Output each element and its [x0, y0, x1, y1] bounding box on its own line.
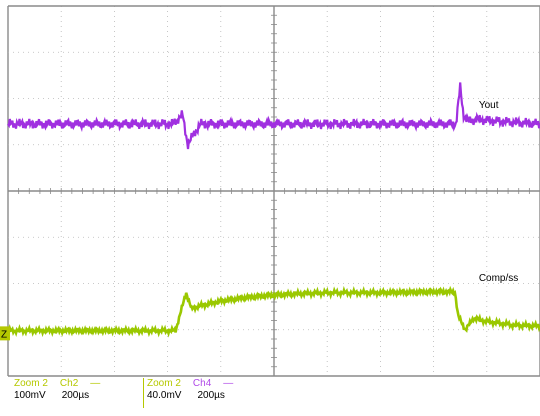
zoom-label: Zoom 2 — [14, 378, 48, 389]
zoom-label: Zoom 2 — [147, 378, 181, 389]
channel-indicator: — — [90, 378, 101, 389]
trace-comp-ss — [7, 285, 540, 338]
channel-label: Ch4 — [192, 378, 212, 389]
trace-label-vout: Yout — [479, 100, 499, 111]
traces — [7, 82, 540, 338]
volts-per-div: 40.0mV — [147, 390, 182, 401]
channel-indicator: — — [223, 378, 234, 389]
time-per-div: 200µs — [61, 390, 90, 401]
channel-marker-label: Z — [1, 329, 7, 340]
readout-block-ch2: Zoom 2 Ch2 — 100mV 200µs — [14, 378, 134, 402]
readout-block-ch4: Zoom 2 Ch4 — 40.0mV 200µs — [143, 378, 267, 408]
trace-labels: Yout Comp/ss Z — [0, 100, 518, 341]
channel-marker — [0, 326, 10, 341]
trace-vout — [7, 82, 540, 150]
volts-per-div: 100mV — [14, 390, 46, 401]
graticule — [7, 5, 540, 377]
time-per-div: 200µs — [197, 390, 225, 401]
channel-readout: Zoom 2 Ch2 — 100mV 200µs Zoom 2 Ch4 — 40.0mV 2… — [0, 378, 540, 416]
trace-label-comp-ss: Comp/ss — [479, 273, 518, 284]
channel-label: Ch2 — [59, 378, 79, 389]
readout-divider — [143, 378, 144, 408]
